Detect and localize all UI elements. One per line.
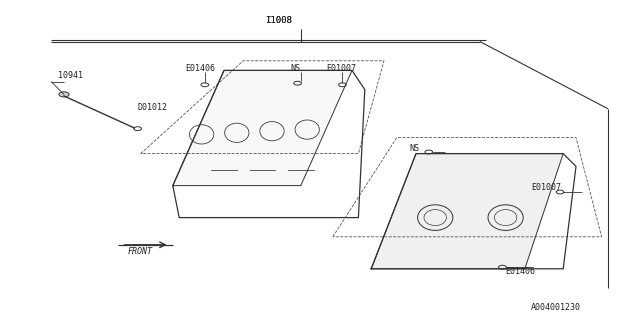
Text: E01007: E01007 — [326, 64, 356, 73]
Text: E01406: E01406 — [506, 268, 536, 276]
Text: I1008: I1008 — [265, 16, 292, 25]
Polygon shape — [371, 154, 563, 269]
Text: 10941: 10941 — [58, 71, 83, 80]
Text: FRONT: FRONT — [128, 247, 153, 256]
Text: E01007: E01007 — [531, 183, 561, 192]
Polygon shape — [173, 70, 352, 186]
Text: E01406: E01406 — [186, 64, 216, 73]
Text: NS: NS — [410, 144, 420, 153]
Text: I1008: I1008 — [265, 16, 292, 25]
Text: NS: NS — [290, 64, 300, 73]
Text: D01012: D01012 — [138, 103, 168, 112]
Circle shape — [59, 92, 69, 97]
Text: A004001230: A004001230 — [531, 303, 581, 312]
